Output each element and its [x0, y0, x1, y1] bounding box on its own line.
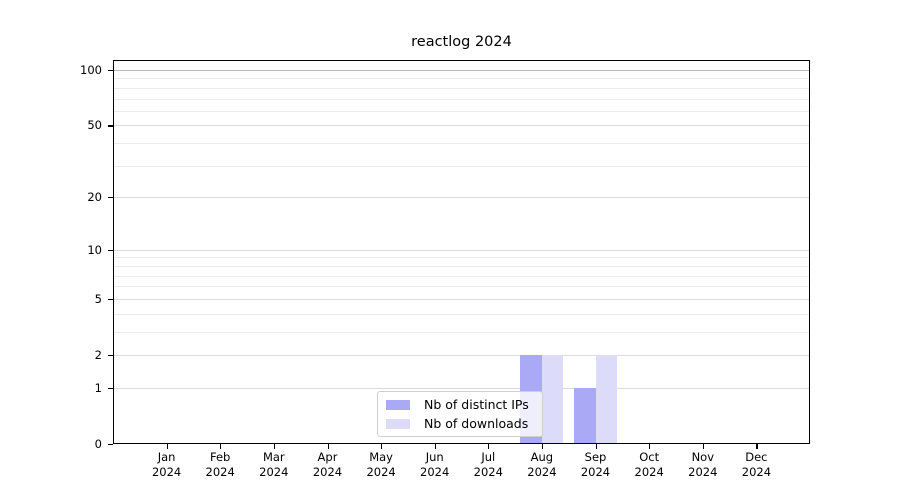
- legend-label-downloads: Nb of downloads: [424, 416, 529, 431]
- month-line: Oct: [639, 450, 660, 464]
- month-line: Feb: [210, 450, 231, 464]
- y-axis-tick: [108, 298, 113, 300]
- minor-gridline: [113, 313, 810, 315]
- bar-downloads-aug: [541, 355, 564, 444]
- year-line: 2024: [634, 465, 664, 479]
- year-line: 2024: [151, 465, 182, 479]
- x-axis-tick-label: Mar 2024: [244, 450, 304, 480]
- y-axis-tick: [108, 444, 113, 446]
- minor-gridline: [113, 257, 810, 259]
- legend-swatch-distinct-ips: [386, 399, 410, 410]
- x-axis-tick: [166, 444, 168, 449]
- month-line: Jan: [157, 450, 176, 464]
- year-line: 2024: [366, 465, 396, 479]
- month-line: Sep: [584, 450, 607, 464]
- x-axis-tick: [434, 444, 436, 449]
- legend-item-downloads: Nb of downloads: [386, 416, 542, 431]
- legend-swatch-downloads: [386, 418, 410, 429]
- minor-gridline: [113, 87, 810, 89]
- year-line: 2024: [473, 465, 503, 479]
- year-line: 2024: [688, 465, 718, 479]
- x-axis-tick-label: May 2024: [351, 450, 411, 480]
- x-axis-tick-label: Nov 2024: [673, 450, 733, 480]
- minor-gridline: [113, 143, 810, 145]
- x-axis-tick-label: Jun 2024: [405, 450, 465, 480]
- x-axis-tick: [327, 444, 329, 449]
- legend: Nb of distinct IPs Nb of downloads: [377, 391, 543, 437]
- month-line: May: [369, 450, 393, 464]
- x-axis-tick: [220, 444, 222, 449]
- x-axis-tick-label: Aug 2024: [512, 450, 572, 480]
- x-axis-tick-label: Sep 2024: [566, 450, 626, 480]
- y-axis-tick-label: 20: [87, 190, 102, 205]
- major-gridline: [113, 298, 810, 300]
- x-axis-tick: [488, 444, 490, 449]
- x-axis-tick: [702, 444, 704, 449]
- month-line: Apr: [317, 450, 338, 464]
- x-axis-tick-label: Jan 2024: [137, 450, 197, 480]
- y-axis-tick-label: 0: [94, 437, 102, 451]
- chart-title: reactlog 2024: [411, 34, 512, 50]
- year-line: 2024: [205, 465, 235, 479]
- y-axis-tick-label: 10: [87, 242, 102, 257]
- y-axis-tick-label: 5: [94, 291, 102, 306]
- major-gridline: [113, 125, 810, 127]
- x-axis-tick: [381, 444, 383, 449]
- year-line: 2024: [420, 465, 450, 479]
- y-axis-tick-label: 1: [94, 380, 102, 395]
- x-axis-tick-label: Apr 2024: [298, 450, 358, 480]
- x-axis-tick-label: Dec 2024: [726, 450, 786, 480]
- year-line: 2024: [259, 465, 289, 479]
- major-gridline: [113, 70, 810, 71]
- x-axis-tick: [649, 444, 651, 449]
- x-axis-tick-label: Oct 2024: [619, 450, 679, 480]
- x-axis-tick-label: Jul 2024: [458, 450, 518, 480]
- minor-gridline: [113, 78, 810, 80]
- legend-item-distinct-ips: Nb of distinct IPs: [386, 397, 542, 412]
- month-line: Dec: [745, 450, 768, 464]
- month-line: Aug: [530, 450, 554, 464]
- x-axis-tick-label: Feb 2024: [190, 450, 250, 480]
- minor-gridline: [113, 286, 810, 288]
- major-gridline: [113, 197, 810, 199]
- minor-gridline: [113, 110, 810, 112]
- year-line: 2024: [580, 465, 611, 479]
- y-axis-tick: [108, 70, 113, 72]
- month-line: Nov: [691, 450, 715, 464]
- minor-gridline: [113, 331, 810, 333]
- major-gridline: [113, 387, 810, 389]
- month-line: Jun: [425, 450, 444, 464]
- plot-area: [113, 60, 810, 444]
- minor-gridline: [113, 265, 810, 267]
- year-line: 2024: [527, 465, 557, 479]
- major-gridline: [113, 249, 810, 251]
- x-axis-tick: [541, 444, 544, 449]
- y-axis-tick: [108, 249, 113, 251]
- y-axis-tick-label: 100: [80, 63, 102, 77]
- minor-gridline: [113, 165, 810, 167]
- y-axis-tick: [108, 387, 113, 389]
- y-axis-tick: [108, 125, 113, 127]
- month-line: Jul: [481, 450, 496, 464]
- y-axis-tick-label: 50: [87, 118, 102, 133]
- y-axis-tick: [108, 197, 113, 199]
- minor-gridline: [113, 275, 810, 277]
- month-line: Mar: [262, 450, 285, 464]
- x-axis-tick: [273, 444, 275, 449]
- minor-gridline: [113, 98, 810, 100]
- year-line: 2024: [741, 465, 772, 479]
- legend-label-distinct-ips: Nb of distinct IPs: [424, 397, 529, 412]
- major-gridline: [113, 355, 810, 356]
- y-axis-tick: [108, 355, 113, 357]
- year-line: 2024: [312, 465, 343, 479]
- x-axis-tick: [595, 444, 597, 449]
- bar-downloads-sep: [595, 355, 617, 444]
- y-axis-tick-label: 2: [94, 348, 102, 362]
- x-axis-tick: [756, 444, 758, 449]
- bar-distinct-ips-sep: [574, 387, 596, 444]
